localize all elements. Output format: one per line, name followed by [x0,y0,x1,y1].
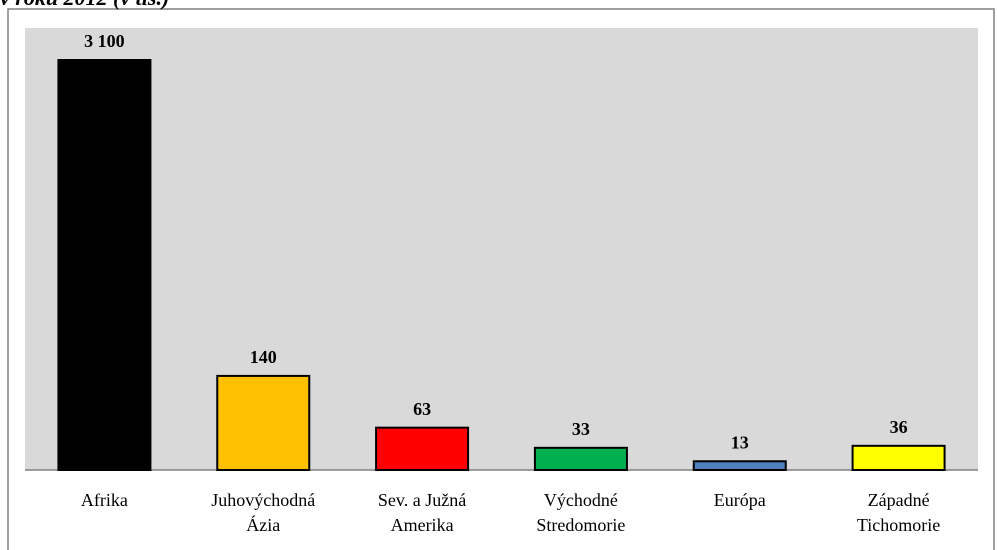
x-tick-label: Tichomorie [857,515,940,535]
x-tick-label: Juhovýchodná [211,490,315,510]
x-tick-label: Sev. a Južná [378,490,466,510]
x-tick-label: Amerika [391,515,454,535]
chart-title: v roku 2012 (v tis.) [0,0,169,10]
x-tick-label: Východné [544,490,618,510]
bar [216,374,311,472]
x-tick-label: Západné [868,490,930,510]
x-tick-label: Ázia [246,514,280,535]
bar [851,444,946,472]
plot-area [25,28,978,470]
data-label: 13 [731,432,749,452]
bar [692,460,787,472]
x-tick-label: Stredomorie [536,515,625,535]
x-tick-label: Afrika [81,490,128,510]
x-tick-label: Európa [714,490,766,510]
bar [375,426,470,471]
bar [57,59,152,471]
data-label: 36 [890,417,908,437]
data-label: 3 100 [84,31,125,51]
data-label: 33 [572,419,590,439]
data-label: 63 [413,399,431,419]
bar [533,446,628,472]
data-label: 140 [250,347,277,367]
